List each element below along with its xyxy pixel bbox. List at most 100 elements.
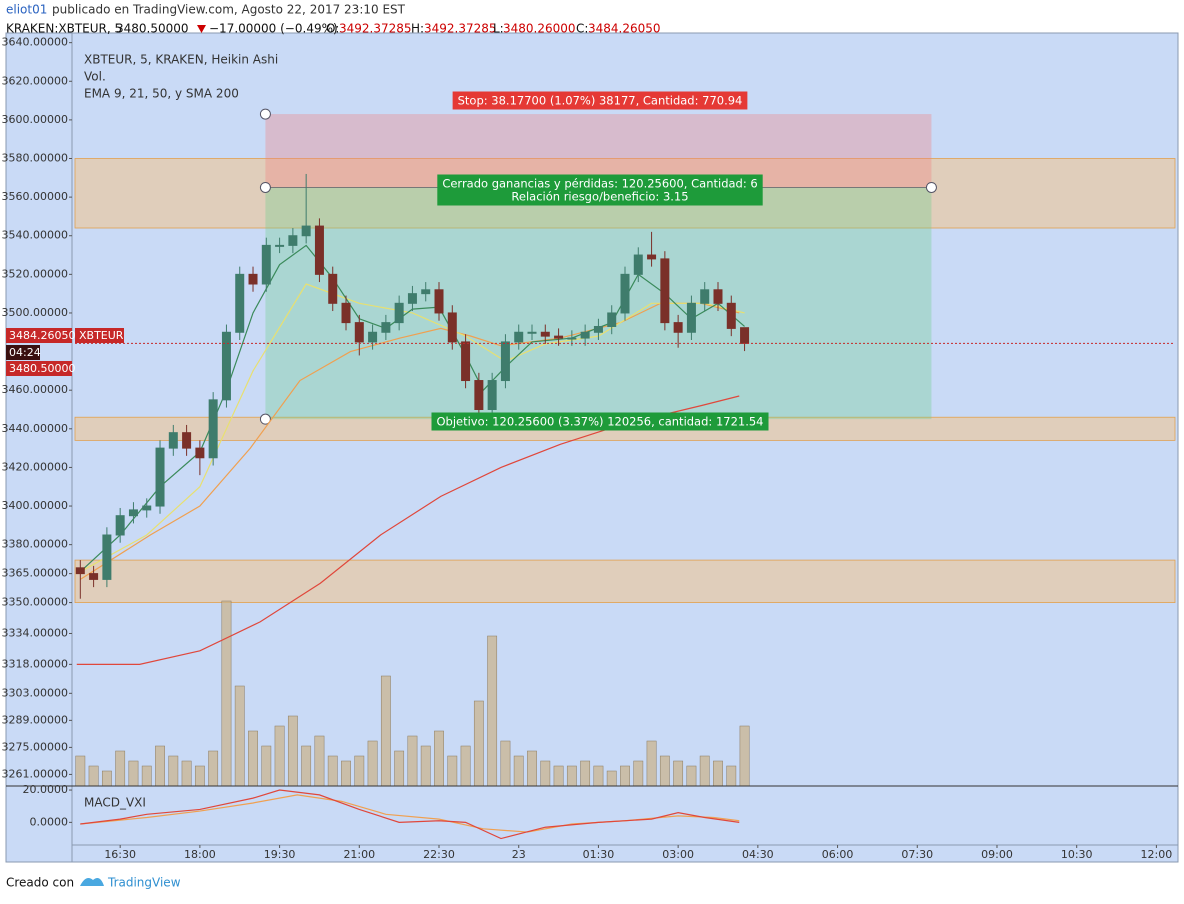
x-tick-label: 09:00: [981, 848, 1013, 861]
volume-bar: [88, 765, 99, 787]
macd-tick-label: 0.0000: [30, 815, 69, 828]
position-label-box: [452, 91, 748, 110]
volume-bar: [646, 740, 657, 787]
candle-body: [474, 380, 484, 410]
change: −17.00000 (−0.49%): [209, 22, 338, 36]
y-tick-label: 3380.00000: [2, 538, 68, 551]
low-value: 3480.26000: [503, 22, 576, 36]
position-label-text: Stop: 38.17700 (1.07%) 38177, Cantidad: …: [458, 94, 743, 108]
candle-body: [647, 254, 657, 260]
zone: [74, 559, 1176, 603]
candle-body: [713, 289, 723, 304]
candle-body: [434, 289, 444, 314]
x-tick-label: 06:00: [822, 848, 854, 861]
position-label-text: Objetivo: 120.25600 (3.37%) 120256, cant…: [436, 415, 763, 429]
volume-bar: [686, 765, 697, 787]
made-with: Creado con: [6, 876, 74, 890]
volume-bar: [739, 725, 750, 787]
candle-body: [487, 380, 497, 410]
y-tick-label: 3303.00000: [2, 686, 68, 699]
countdown-text: 04:24: [9, 346, 41, 359]
x-tick-label: 07:30: [901, 848, 933, 861]
y-tick-label: 3350.00000: [2, 596, 68, 609]
candle-body: [102, 534, 112, 580]
candle-body: [341, 302, 351, 324]
candle-body: [593, 325, 603, 333]
candle-body: [740, 327, 750, 344]
handle: [259, 181, 271, 193]
volume-bar: [128, 760, 139, 787]
target-zone: [265, 187, 932, 420]
volume-bar: [713, 760, 723, 787]
candle-body: [394, 302, 404, 324]
candle-body: [128, 509, 138, 517]
brand[interactable]: TradingView: [107, 876, 181, 890]
candle-body: [673, 322, 683, 333]
published: publicado en TradingView.com, Agosto 22,…: [52, 3, 406, 17]
volume-bar: [234, 685, 245, 787]
volume-bar: [699, 755, 710, 787]
volume-bar: [101, 770, 112, 787]
chart-title: XBTEUR, 5, KRAKEN, Heikin Ashi: [84, 53, 278, 67]
close-value: 3484.26050: [588, 22, 661, 36]
y-tick-label: 3540.00000: [2, 229, 68, 242]
position-label-text: Relación riesgo/beneficio: 3.15: [511, 190, 688, 204]
x-tick-label: 01:30: [583, 848, 615, 861]
candle-body: [567, 337, 577, 340]
volume-bar: [407, 735, 418, 787]
volume-bar: [606, 770, 617, 787]
y-tick-label: 3289.00000: [2, 713, 68, 726]
candle-body: [368, 331, 378, 343]
handle: [259, 108, 271, 120]
y-tick-label: 3580.00000: [2, 152, 68, 165]
volume-bar: [447, 755, 458, 787]
volume-bar: [115, 750, 126, 787]
high-label: H:: [411, 22, 424, 36]
last-price: 3480.50000: [116, 22, 189, 36]
candle-body: [686, 302, 696, 333]
candle-body: [182, 432, 192, 449]
y-tick-label: 3365.00000: [2, 567, 68, 580]
indicators-label: EMA 9, 21, 50, y SMA 200: [84, 87, 239, 101]
x-tick-label: 23: [512, 848, 526, 861]
volume-bar: [633, 760, 644, 787]
candle-body: [142, 505, 152, 511]
y-tick-label: 3460.00000: [2, 383, 68, 396]
y-tick-label: 3261.00000: [2, 767, 68, 780]
candle-body: [155, 447, 165, 507]
open-value: 3492.37285: [339, 22, 412, 36]
volume-bar: [473, 700, 484, 787]
volume-bar: [221, 600, 232, 787]
symbol-tag-text: XBTEUR: [79, 329, 124, 342]
indicator-line: [80, 789, 740, 840]
high-value: 3492.37285: [424, 22, 497, 36]
volume-bar: [208, 750, 219, 787]
volume-bar: [620, 765, 630, 787]
candle-body: [461, 341, 471, 382]
author[interactable]: eliot01: [6, 3, 47, 17]
symbol-tag: [75, 328, 124, 343]
plot-area: Stop: 38.17700 (1.07%) 38177, Cantidad: …: [74, 91, 1176, 787]
candle-body: [580, 331, 590, 339]
candle-body: [447, 312, 457, 343]
y-tick-label: 3400.00000: [2, 499, 68, 512]
x-tick-label: 12:00: [1141, 848, 1173, 861]
handle: [259, 413, 271, 425]
candle-body: [620, 273, 630, 314]
volume-label: Vol.: [84, 70, 106, 84]
indicator-line: [80, 283, 745, 573]
volume-bar: [420, 745, 431, 787]
candle-body: [726, 302, 736, 329]
x-tick-label: 03:00: [662, 848, 694, 861]
candle-body: [660, 258, 670, 324]
position-label-box: [437, 174, 763, 206]
volume-bar: [354, 755, 365, 787]
volume-bar: [168, 755, 179, 787]
candle-body: [235, 273, 245, 333]
symbol: KRAKEN:XBTEUR, 5: [6, 22, 122, 36]
y-tick-label: 3275.00000: [2, 740, 68, 753]
volume-bar: [248, 730, 258, 787]
volume-bar: [659, 755, 670, 787]
y-tick-label: 3420.00000: [2, 460, 68, 473]
y-tick-label: 3560.00000: [2, 190, 68, 203]
